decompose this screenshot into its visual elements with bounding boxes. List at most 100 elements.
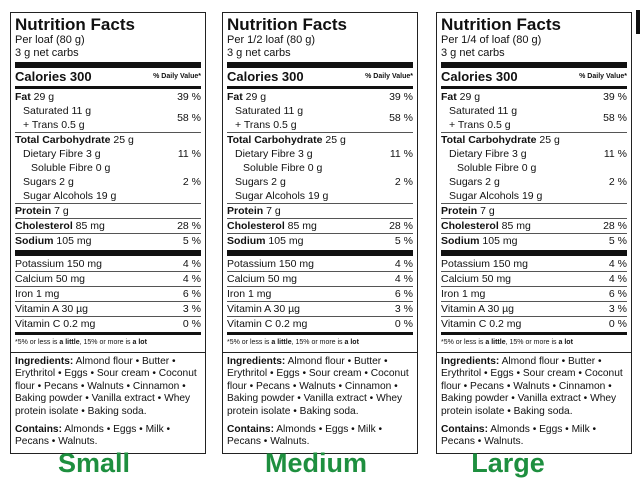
divider — [227, 132, 413, 133]
potassium-value: Potassium 150 mg — [441, 258, 528, 270]
daily-value-header: % Daily Value* — [579, 73, 627, 80]
divider — [441, 316, 627, 317]
soluble-fibre-value: Soluble Fibre 0 g — [457, 162, 537, 174]
divider — [15, 132, 201, 133]
vitamin-a-row: Vitamin A 30 µg 3 % — [441, 302, 627, 316]
protein-row: Protein 7 g — [227, 204, 413, 218]
carb-amount: 25 g — [322, 134, 346, 146]
cholesterol-row: Cholesterol 85 mg 28 % — [227, 219, 413, 233]
iron-dv: 6 % — [394, 288, 413, 300]
sodium-row: Sodium 105 mg 5 % — [15, 234, 201, 248]
carb-amount: 25 g — [110, 134, 134, 146]
size-label-small: Small — [57, 448, 131, 478]
thick-rule — [441, 62, 627, 68]
allergen-list: Almonds • Eggs • Milk • Pecans • Walnuts… — [15, 424, 171, 448]
iron-value: Iron 1 mg — [441, 288, 486, 300]
ingredients-box: Ingredients: Almond flour • Butter • Ery… — [222, 353, 418, 454]
potassium-dv: 4 % — [182, 258, 201, 270]
fat-row: Fat 29 g 39 % — [15, 90, 201, 104]
nutrition-panel: Nutrition Facts Per 1/4 of loaf (80 g) 3… — [436, 12, 632, 454]
footnote-text: *5% or less is — [227, 339, 272, 346]
fat-amount: 29 g — [30, 91, 55, 103]
divider — [15, 203, 201, 204]
protein-row: Protein 7 g — [15, 204, 201, 218]
fibre-dv: 11 % — [389, 148, 413, 160]
potassium-value: Potassium 150 mg — [15, 258, 102, 270]
protein-amount: 7 g — [263, 205, 281, 217]
medium-rule — [441, 332, 627, 335]
calcium-row: Calcium 50 mg 4 % — [15, 272, 201, 286]
fat-dv: 39 % — [177, 91, 201, 103]
cholesterol-name: Cholesterol — [441, 220, 499, 232]
medium-rule — [227, 86, 413, 89]
medium-rule — [227, 332, 413, 335]
fibre-value: Dietary Fibre 3 g — [23, 148, 101, 160]
ingredients-paragraph: Ingredients: Almond flour • Butter • Ery… — [227, 356, 413, 418]
divider — [441, 233, 627, 234]
saturated-trans-row: Saturated 11 g + Trans 0.5 g 58 % — [227, 104, 413, 132]
cholesterol-dv: 28 % — [177, 220, 201, 232]
sugar-alcohols-row: Sugar Alcohols 19 g — [15, 189, 201, 203]
protein-name: Protein — [441, 205, 478, 217]
soluble-fibre-row: Soluble Fibre 0 g — [15, 161, 201, 175]
fat-name: Fat — [15, 91, 31, 103]
carbohydrate-row: Total Carbohydrate 25 g — [15, 133, 201, 147]
fibre-dv: 11 % — [603, 148, 627, 160]
sodium-name: Sodium — [15, 235, 54, 247]
daily-value-footnote: *5% or less is a little, 15% or more is … — [227, 336, 413, 348]
cholesterol-row: Cholesterol 85 mg 28 % — [441, 219, 627, 233]
divider — [15, 286, 201, 287]
soluble-fibre-row: Soluble Fibre 0 g — [441, 161, 627, 175]
soluble-fibre-value: Soluble Fibre 0 g — [243, 162, 323, 174]
nutrition-facts-label: Nutrition Facts Per 1/4 of loaf (80 g) 3… — [436, 12, 632, 353]
carb-name: Total Carbohydrate — [441, 134, 537, 146]
footnote-little: a little — [271, 339, 292, 346]
divider — [15, 218, 201, 219]
net-carbs: 3 g net carbs — [227, 47, 291, 59]
calories-value: Calories 300 — [227, 69, 304, 84]
footnote-lot: a lot — [558, 339, 573, 346]
potassium-row: Potassium 150 mg 4 % — [441, 257, 627, 271]
ingredients-box: Ingredients: Almond flour • Butter • Ery… — [436, 353, 632, 454]
ingredients-heading: Ingredients: — [227, 356, 286, 367]
thick-rule — [227, 62, 413, 68]
calcium-dv: 4 % — [182, 273, 201, 285]
fat-amount: 29 g — [456, 91, 481, 103]
calcium-row: Calcium 50 mg 4 % — [227, 272, 413, 286]
vitamin-a-dv: 3 % — [608, 303, 627, 315]
saturated-trans-dv: 58 % — [389, 112, 413, 124]
label-title: Nutrition Facts — [227, 15, 347, 34]
iron-value: Iron 1 mg — [227, 288, 272, 300]
potassium-row: Potassium 150 mg 4 % — [15, 257, 201, 271]
fat-name: Fat — [227, 91, 243, 103]
calcium-dv: 4 % — [608, 273, 627, 285]
divider — [227, 301, 413, 302]
cholesterol-name: Cholesterol — [15, 220, 73, 232]
sugars-value: Sugars 2 g — [23, 176, 74, 188]
vitamin-a-value: Vitamin A 30 µg — [227, 303, 300, 315]
allergen-list: Almonds • Eggs • Milk • Pecans • Walnuts… — [441, 424, 597, 448]
sugar-alcohols-value: Sugar Alcohols 19 g — [449, 190, 543, 202]
serving-size: Per loaf (80 g) — [15, 34, 85, 46]
calories-row: Calories 300 % Daily Value* — [15, 69, 201, 85]
potassium-row: Potassium 150 mg 4 % — [227, 257, 413, 271]
footnote-lot: a lot — [132, 339, 147, 346]
ingredients-list: Almond flour • Butter • Erythritol • Egg… — [441, 356, 623, 417]
medium-rule — [15, 332, 201, 335]
footnote-text: , 15% or more is — [79, 339, 133, 346]
divider — [441, 271, 627, 272]
protein-row: Protein 7 g — [441, 204, 627, 218]
divider — [15, 233, 201, 234]
divider — [441, 301, 627, 302]
divider — [15, 316, 201, 317]
cholesterol-amount: 85 mg — [498, 220, 531, 232]
size-label-large: Large — [471, 448, 545, 478]
vitamin-a-value: Vitamin A 30 µg — [441, 303, 514, 315]
cholesterol-name: Cholesterol — [227, 220, 285, 232]
carb-name: Total Carbohydrate — [15, 134, 111, 146]
vitamin-a-dv: 3 % — [394, 303, 413, 315]
calories-row: Calories 300 % Daily Value* — [441, 69, 627, 85]
divider — [441, 132, 627, 133]
sodium-amount: 105 mg — [265, 235, 304, 247]
calcium-dv: 4 % — [394, 273, 413, 285]
